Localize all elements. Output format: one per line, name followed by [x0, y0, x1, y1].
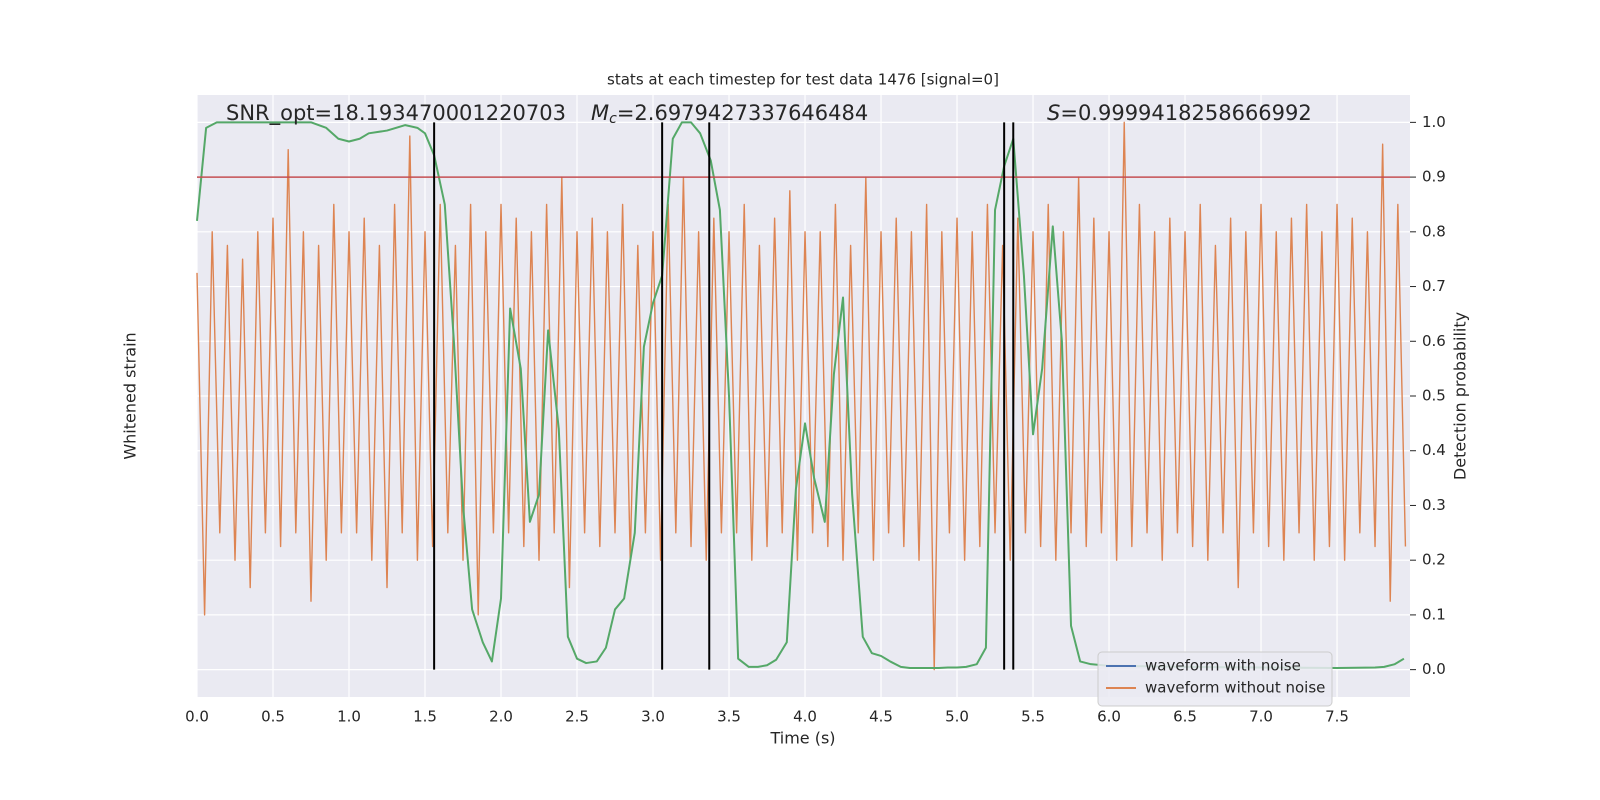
x-axis-label: Time (s): [769, 729, 835, 748]
y2-tick-label: 0.0: [1422, 660, 1446, 678]
annotation-text: SNR_opt=18.193470001220703: [226, 101, 566, 126]
annotation-symbol: S: [1047, 101, 1060, 125]
annotation-subscript: c: [609, 111, 617, 127]
x-tick-label: 0.0: [185, 708, 209, 726]
x-tick-label: 4.5: [869, 708, 893, 726]
x-tick-label: 6.5: [1173, 708, 1197, 726]
x-tick-label: 3.5: [717, 708, 741, 726]
legend-label: waveform without noise: [1145, 679, 1325, 697]
annotation-text: =0.9999418258666992: [1060, 101, 1311, 125]
x-tick-label: 4.0: [793, 708, 817, 726]
y2-axis-label: Detection probability: [1451, 312, 1470, 480]
x-tick-label: 3.0: [641, 708, 665, 726]
y2-tick-label: 0.5: [1422, 387, 1446, 405]
chart-title: stats at each timestep for test data 147…: [607, 71, 999, 89]
y-axis-label: Whitened strain: [121, 332, 140, 459]
legend-label: waveform with noise: [1145, 657, 1301, 675]
x-tick-label: 1.0: [337, 708, 361, 726]
x-tick-label: 2.0: [489, 708, 513, 726]
y2-tick-label: 1.0: [1422, 113, 1446, 131]
y2-tick-label: 0.4: [1422, 441, 1446, 459]
x-tick-label: 5.0: [945, 708, 969, 726]
series-line: [196, 121, 1405, 669]
x-tick-label: 7.0: [1249, 708, 1273, 726]
annotation: SNR_opt=18.193470001220703: [226, 101, 566, 126]
y2-tick-label: 0.7: [1422, 277, 1446, 295]
x-tick-label: 1.5: [413, 708, 437, 726]
x-tick-label: 7.5: [1325, 708, 1349, 726]
x-tick-label: 6.0: [1097, 708, 1121, 726]
x-tick-label: 2.5: [565, 708, 589, 726]
annotation: Mc=2.6979427337646484: [591, 101, 868, 127]
annotation: S=0.9999418258666992: [1047, 101, 1312, 125]
y2-tick-label: 0.8: [1422, 222, 1446, 240]
y2-tick-label: 0.3: [1422, 496, 1446, 514]
annotation-text: =2.6979427337646484: [617, 101, 868, 125]
y2-tick-label: 0.6: [1422, 332, 1446, 350]
x-tick-label: 5.5: [1021, 708, 1045, 726]
legend-box: [1097, 651, 1333, 707]
series-line: [196, 121, 1407, 671]
x-tick-label: 0.5: [261, 708, 285, 726]
annotation-symbol: M: [591, 101, 609, 125]
y2-tick-label: 0.9: [1422, 168, 1446, 186]
y2-tick-label: 0.1: [1422, 605, 1446, 623]
y2-tick-label: 0.2: [1422, 551, 1446, 569]
